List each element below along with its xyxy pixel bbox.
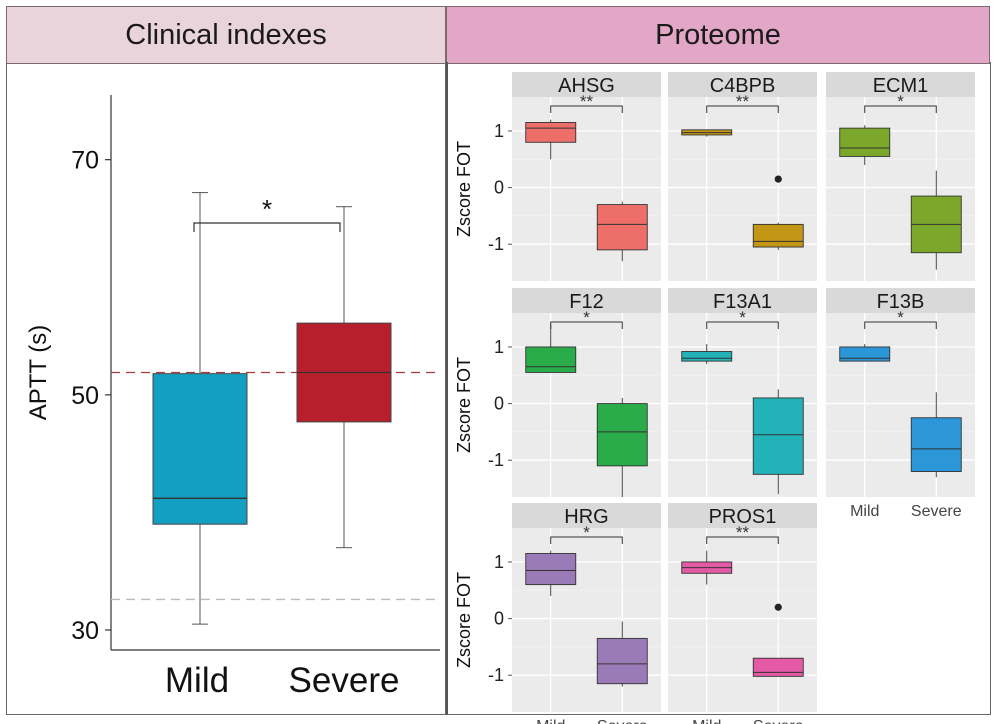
proteome-title: Proteome xyxy=(655,18,781,51)
clinical-panel xyxy=(6,62,446,715)
x-tick-label: Severe xyxy=(753,718,804,724)
proteome-header: Proteome xyxy=(446,6,990,64)
proteome-panel xyxy=(446,62,991,715)
x-tick-label: Mild xyxy=(692,718,721,724)
x-tick-label: Severe xyxy=(597,718,648,724)
x-tick-label: Mild xyxy=(536,718,565,724)
clinical-indexes-title: Clinical indexes xyxy=(125,18,327,51)
clinical-indexes-header: Clinical indexes xyxy=(6,6,446,64)
